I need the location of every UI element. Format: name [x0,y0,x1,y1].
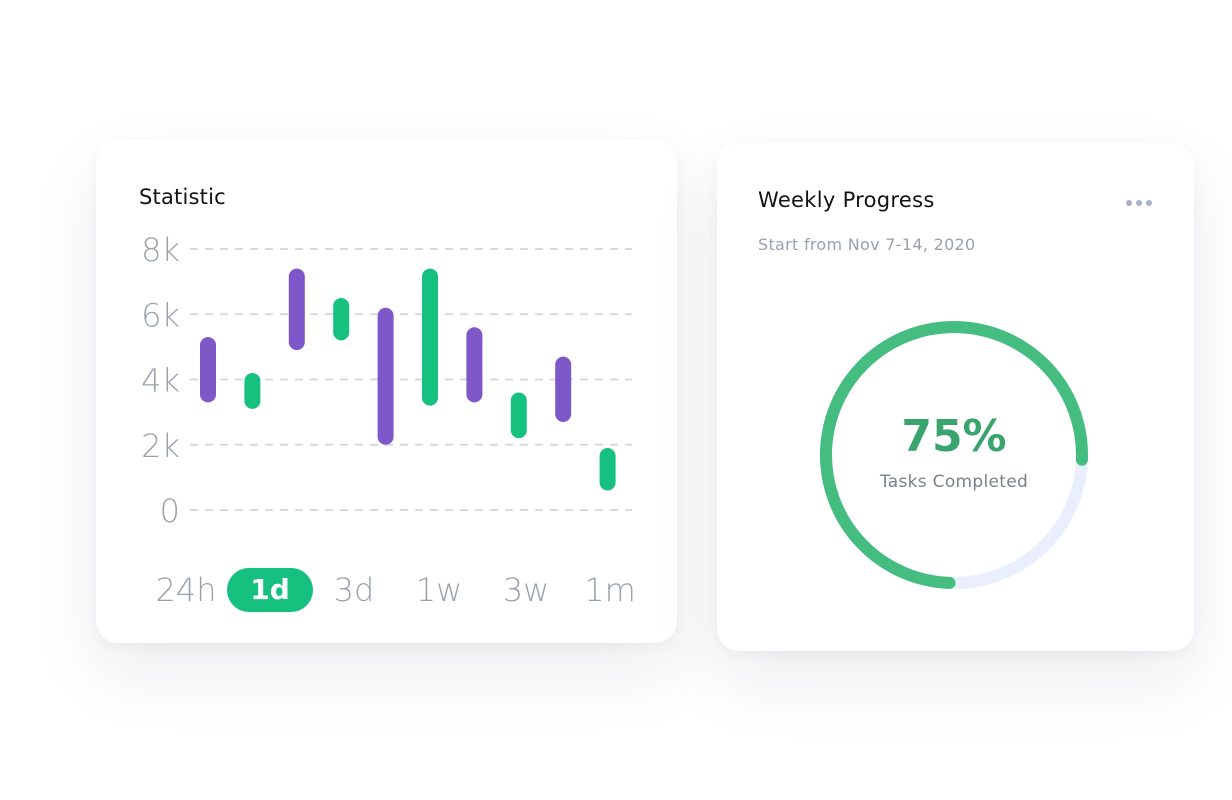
weekly-progress-date-range: Start from Nov 7-14, 2020 [758,235,976,254]
chart-bar-4 [333,297,350,341]
progress-ring [819,321,1088,589]
more-horizontal-icon[interactable] [1123,195,1155,211]
more-dot [1136,200,1142,206]
statistic-chart: 0 2k 4k 6k 8k [141,231,632,530]
range-tab-3w[interactable]: 3w [502,571,550,609]
y-axis-ticks: 0 2k 4k 6k 8k [141,231,180,530]
weekly-progress-card: Weekly Progress Start from Nov 7-14, 202… [717,143,1194,651]
range-tab-3d[interactable]: 3d [333,571,375,609]
y-tick-label: 2k [141,427,180,465]
chart-bar-7 [466,327,483,403]
weekly-progress-title: Weekly Progress [758,188,935,212]
chart-bar-8 [510,392,527,439]
statistic-card: Statistic 0 2k 4k 6k 8k 24h 1d 3d 1w 3w 1m [96,140,677,643]
chart-bar-5 [377,307,394,445]
chart-bar-2 [244,372,261,409]
range-tab-1d[interactable]: 1d [227,568,313,612]
y-tick-label: 0 [160,492,180,530]
chart-bars [200,268,616,491]
progress-caption: Tasks Completed [879,472,1029,492]
range-selector: 24h 1d 3d 1w 3w 1m [146,568,646,612]
y-tick-label: 8k [141,231,180,269]
statistic-title: Statistic [139,185,226,209]
more-dot [1126,200,1132,206]
chart-bar-10 [599,448,616,491]
chart-bar-6 [422,268,438,406]
range-tab-24h[interactable]: 24h [155,571,217,609]
range-tab-1w[interactable]: 1w [415,571,463,609]
chart-bar-3 [288,268,305,351]
y-tick-label: 4k [141,362,180,400]
progress-percent: 75% [901,411,1007,462]
range-tab-1m[interactable]: 1m [584,571,636,609]
chart-bar-1 [200,337,216,403]
progress-ring-fill [819,321,1088,589]
y-tick-label: 6k [141,296,180,334]
chart-bar-9 [555,356,572,422]
more-dot [1146,200,1152,206]
